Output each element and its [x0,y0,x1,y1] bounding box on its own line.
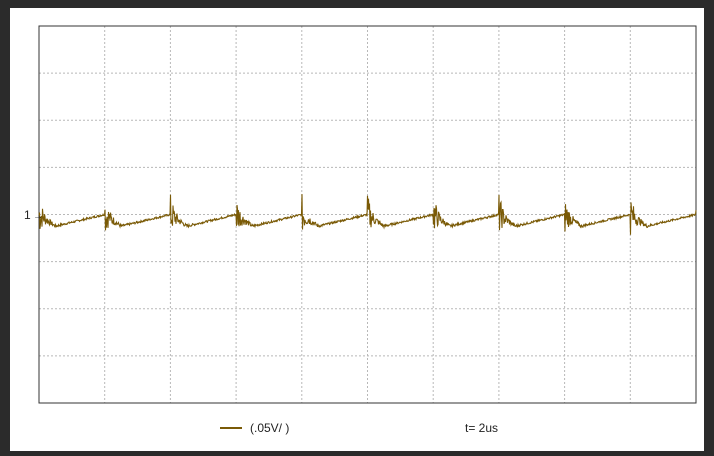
legend-swatch [220,427,242,429]
channel-marker: 1 [24,208,31,222]
timebase-label: t= 2us [465,421,499,435]
legend-label: (.05V/ ) [250,421,290,435]
scope-panel: 1 → (.05V/ ) t= 2us [10,8,704,451]
channel-arrow-icon: → [33,211,43,222]
trace-group [38,194,697,235]
plot-area: 1 → [10,8,704,451]
series-line-trace [38,194,697,235]
legend: (.05V/ ) [220,418,289,438]
oscilloscope-chart: 1 → [24,25,697,404]
